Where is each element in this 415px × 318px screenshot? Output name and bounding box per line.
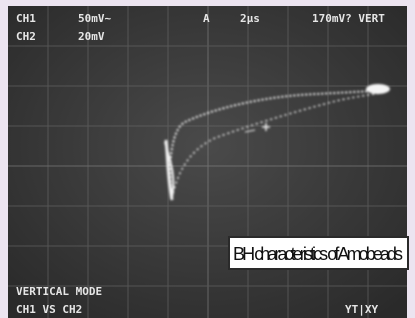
display-mode: YT|XY — [345, 303, 378, 316]
oscilloscope-photo: CH1 50mV~ CH2 20mV A 2µs 170mV? VERT BH … — [0, 0, 415, 318]
trigger: A — [203, 12, 210, 25]
mode: CH1 VS CH2 — [16, 303, 82, 316]
ch2-scale: 20mV — [78, 30, 105, 43]
caption: BH characteristics of Amobeads — [233, 244, 403, 264]
ch1-label: CH1 — [16, 12, 36, 25]
trigger-level: 170mV? VERT — [312, 12, 385, 25]
ch1-scale: 50mV~ — [78, 12, 111, 25]
page: CH1 50mV~ CH2 20mV A 2µs 170mV? VERT BH … — [0, 0, 415, 318]
timebase: 2µs — [240, 12, 260, 25]
ch2-label: CH2 — [16, 30, 36, 43]
mode-title: VERTICAL MODE — [16, 285, 102, 298]
